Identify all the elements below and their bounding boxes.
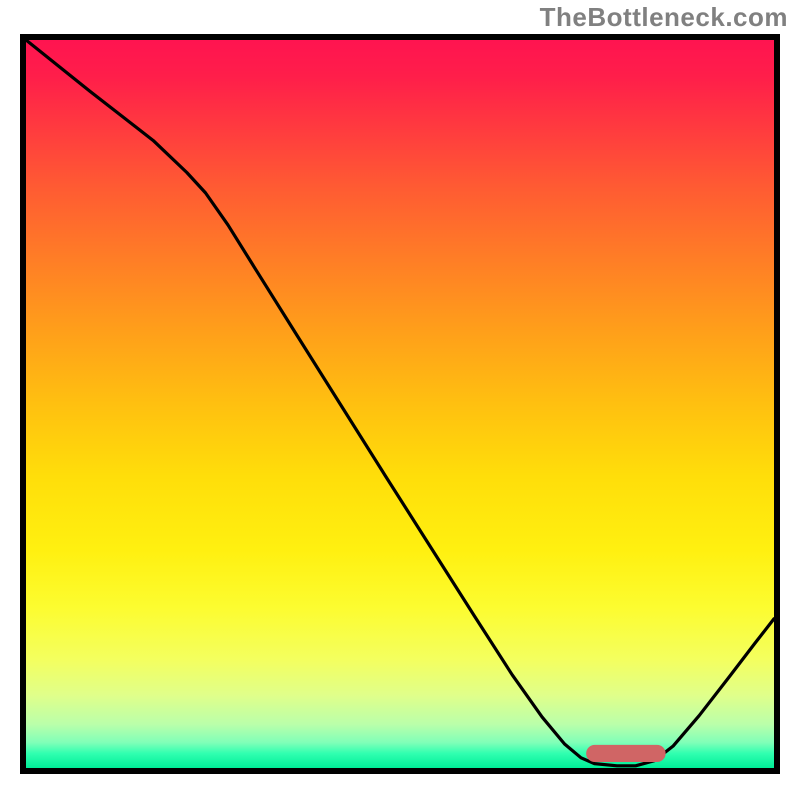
bottleneck-chart <box>26 40 774 768</box>
optimal-marker <box>587 745 666 761</box>
background-gradient <box>26 40 774 768</box>
watermark-text: TheBottleneck.com <box>540 2 788 33</box>
chart-frame: TheBottleneck.com <box>0 0 800 800</box>
